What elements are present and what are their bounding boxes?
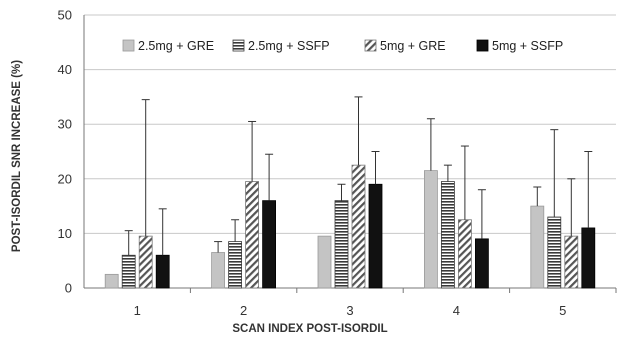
y-tick-label: 40 bbox=[58, 62, 72, 77]
x-tick-label: 2 bbox=[240, 303, 247, 318]
bar bbox=[564, 235, 579, 289]
legend-label: 5mg + GRE bbox=[380, 39, 446, 53]
bar bbox=[474, 238, 489, 289]
legend-swatch bbox=[232, 39, 245, 52]
legend-swatch bbox=[476, 39, 489, 52]
legend-label: 2.5mg + SSFP bbox=[248, 39, 330, 53]
y-tick-label: 30 bbox=[58, 117, 72, 132]
y-tick-label: 50 bbox=[58, 8, 72, 23]
bar bbox=[104, 273, 119, 289]
bar bbox=[211, 252, 226, 289]
y-tick-label: 10 bbox=[58, 226, 72, 241]
bar bbox=[262, 200, 277, 289]
x-tick-label: 1 bbox=[134, 303, 141, 318]
bar bbox=[334, 200, 349, 289]
bar bbox=[121, 254, 136, 289]
x-tick-label: 5 bbox=[559, 303, 566, 318]
error-bars bbox=[124, 96, 593, 256]
bars bbox=[104, 164, 596, 289]
x-axis-title: SCAN INDEX POST-ISORDIL bbox=[232, 323, 387, 335]
axes: 0 10 20 30 40 50 1 2 3 4 5 bbox=[58, 8, 617, 318]
bar bbox=[138, 235, 153, 289]
bar bbox=[351, 164, 366, 289]
bar bbox=[228, 241, 243, 289]
bar bbox=[547, 216, 562, 289]
bar bbox=[457, 219, 472, 289]
bar bbox=[317, 235, 332, 289]
bar bbox=[245, 181, 260, 289]
y-tick-label: 0 bbox=[65, 281, 72, 296]
gridlines bbox=[84, 14, 616, 234]
y-axis-title: POST-ISORDIL SNR INCREASE (%) bbox=[11, 60, 23, 252]
legend-label: 2.5mg + GRE bbox=[138, 39, 214, 53]
legend: 2.5mg + GRE 2.5mg + SSFP 5mg + GRE 5mg + SS… bbox=[122, 39, 563, 53]
bar bbox=[368, 183, 383, 289]
legend-swatch bbox=[364, 39, 377, 52]
x-tick-label: 4 bbox=[453, 303, 460, 318]
bar bbox=[581, 227, 596, 289]
legend-label: 5mg + SSFP bbox=[492, 39, 563, 53]
bar bbox=[530, 205, 545, 289]
bar bbox=[155, 254, 170, 289]
x-tick-label: 3 bbox=[346, 303, 353, 318]
y-tick-label: 20 bbox=[58, 171, 72, 186]
bar bbox=[440, 181, 455, 289]
bar bbox=[423, 170, 438, 289]
legend-swatch bbox=[122, 39, 135, 52]
